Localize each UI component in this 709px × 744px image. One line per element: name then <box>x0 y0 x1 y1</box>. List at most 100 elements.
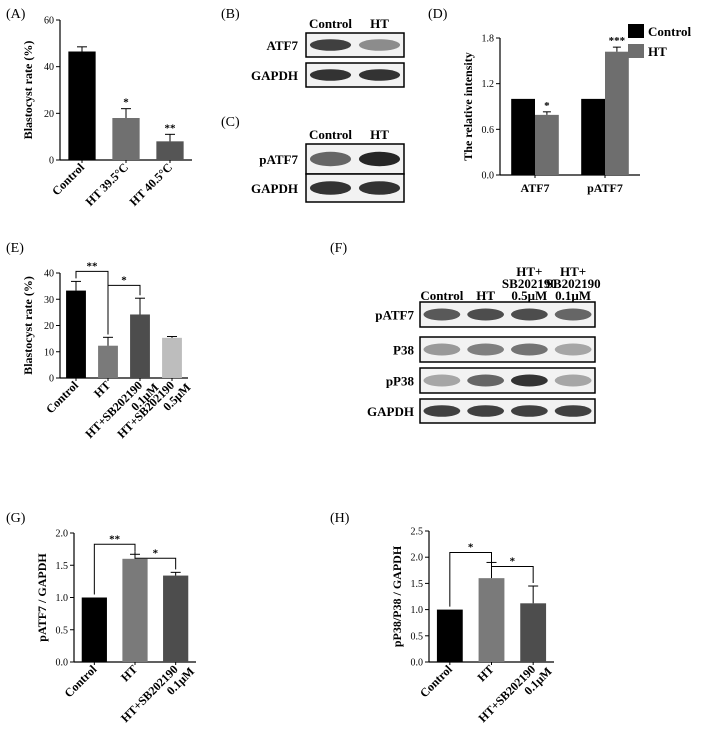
significance-label: * <box>121 274 127 286</box>
western-blot-panel-b: Control HT ATF7 GAPDH <box>251 16 405 88</box>
blot-band <box>554 308 592 321</box>
blot-band <box>309 181 352 195</box>
western-blot-panel-c: Control HT pATF7 GAPDH <box>251 127 405 203</box>
legend-swatch <box>628 44 644 58</box>
x-tick-label: HT 39.5°C <box>83 160 132 209</box>
y-axis-title: Blastocyst rate (%) <box>21 276 35 375</box>
significance-label: * <box>123 97 129 109</box>
blot-band <box>467 308 504 321</box>
y-tick-label: 60 <box>44 16 54 27</box>
significance-label: ** <box>87 260 99 272</box>
y-tick-label: 0.5 <box>56 625 69 636</box>
x-tick-label: HT 40.5°C <box>127 160 176 209</box>
blot-band <box>467 343 504 356</box>
blot-band <box>554 343 592 356</box>
y-tick-label: 0.0 <box>411 658 424 669</box>
blot-band <box>554 374 592 387</box>
y-tick-label: 1.2 <box>482 79 495 90</box>
blot-row-label: pATF7 <box>375 308 414 323</box>
lane-label: HT <box>370 16 389 31</box>
significance-label: * <box>544 100 550 112</box>
bar <box>81 597 107 662</box>
blot-row-label: GAPDH <box>367 404 414 419</box>
x-tick-label: Control <box>49 160 87 198</box>
blot-band <box>309 151 352 167</box>
lane-label: Control <box>309 127 352 142</box>
bar <box>605 51 629 176</box>
significance-label: ** <box>165 122 177 134</box>
bar <box>130 314 150 378</box>
bar <box>581 98 605 175</box>
x-tick-label: HT <box>474 662 496 684</box>
x-tick-label: HT <box>91 378 113 400</box>
bar <box>162 337 182 378</box>
lane-label: Control <box>309 16 352 31</box>
blot-band <box>358 181 401 195</box>
bar <box>122 558 148 662</box>
blot-row-label: GAPDH <box>251 68 298 83</box>
y-tick-label: 1.0 <box>411 605 424 616</box>
lane-label: HT <box>370 127 389 142</box>
bar <box>520 603 547 662</box>
panel-label-f: (F) <box>330 241 347 256</box>
significance-bracket <box>134 551 177 570</box>
blot-band <box>309 39 352 51</box>
bar <box>535 114 559 175</box>
western-blot-panel-f: Control HTHT+SB2021900.5μMHT+SB2021900.1μ… <box>367 264 601 424</box>
x-tick-label-line: HT 40.5°C <box>127 160 176 209</box>
blot-band <box>511 343 548 356</box>
blot-band <box>358 69 401 81</box>
blot-band <box>423 343 461 356</box>
lane-label: 0.1μM <box>555 288 591 303</box>
x-tick-label: HT <box>118 662 140 684</box>
significance-label: ** <box>109 533 121 545</box>
bar <box>478 578 505 662</box>
y-tick-label: 0.0 <box>56 658 69 669</box>
x-tick-label-line: HT <box>91 378 113 400</box>
y-tick-label: 20 <box>44 321 54 332</box>
lane-label: HT+ <box>516 264 542 279</box>
panel-label-a: (A) <box>6 7 26 22</box>
panel-label-c: (C) <box>221 115 240 130</box>
blot-row-label: P38 <box>393 343 414 358</box>
panel-label-h: (H) <box>330 511 350 526</box>
significance-bracket <box>449 551 492 607</box>
significance-bracket <box>491 559 534 584</box>
bar <box>66 290 86 378</box>
y-tick-label: 40 <box>44 269 54 280</box>
x-tick-label-line: HT <box>474 662 496 684</box>
y-tick-label: 2.0 <box>411 553 424 564</box>
blot-row-label: ATF7 <box>266 38 298 53</box>
significance-label: * <box>510 555 516 567</box>
legend-label: Control <box>648 24 691 39</box>
bar <box>156 141 184 160</box>
blot-row-label: pATF7 <box>259 152 298 167</box>
bar <box>511 98 535 175</box>
y-axis-title: pP38/P38 / GAPDH <box>390 545 404 647</box>
y-tick-label: 0.5 <box>411 631 424 642</box>
blot-band <box>511 374 548 387</box>
blot-band <box>423 374 461 387</box>
panel-label-d: (D) <box>428 7 448 22</box>
blot-band <box>511 308 548 321</box>
x-tick-label: pATF7 <box>587 181 623 195</box>
blot-band <box>423 405 461 417</box>
legend-swatch <box>628 24 644 38</box>
y-tick-label: 0 <box>49 156 54 167</box>
blot-band <box>423 308 461 321</box>
significance-bracket <box>107 284 141 335</box>
blot-band <box>358 151 401 167</box>
blot-band <box>511 405 548 417</box>
blot-band <box>358 39 401 51</box>
chart-panel-a: 0 20 40 60 Blastocyst rate (%) Control * HT 39.… <box>21 16 192 209</box>
lane-label: HT+ <box>560 264 586 279</box>
lane-label: SB202190 <box>546 276 601 291</box>
panel-label-e: (E) <box>6 241 24 256</box>
y-axis-title: pATF7 / GAPDH <box>35 553 49 642</box>
y-tick-label: 1.5 <box>56 561 69 572</box>
y-tick-label: 1.5 <box>411 579 424 590</box>
panel-label-b: (B) <box>221 7 240 22</box>
